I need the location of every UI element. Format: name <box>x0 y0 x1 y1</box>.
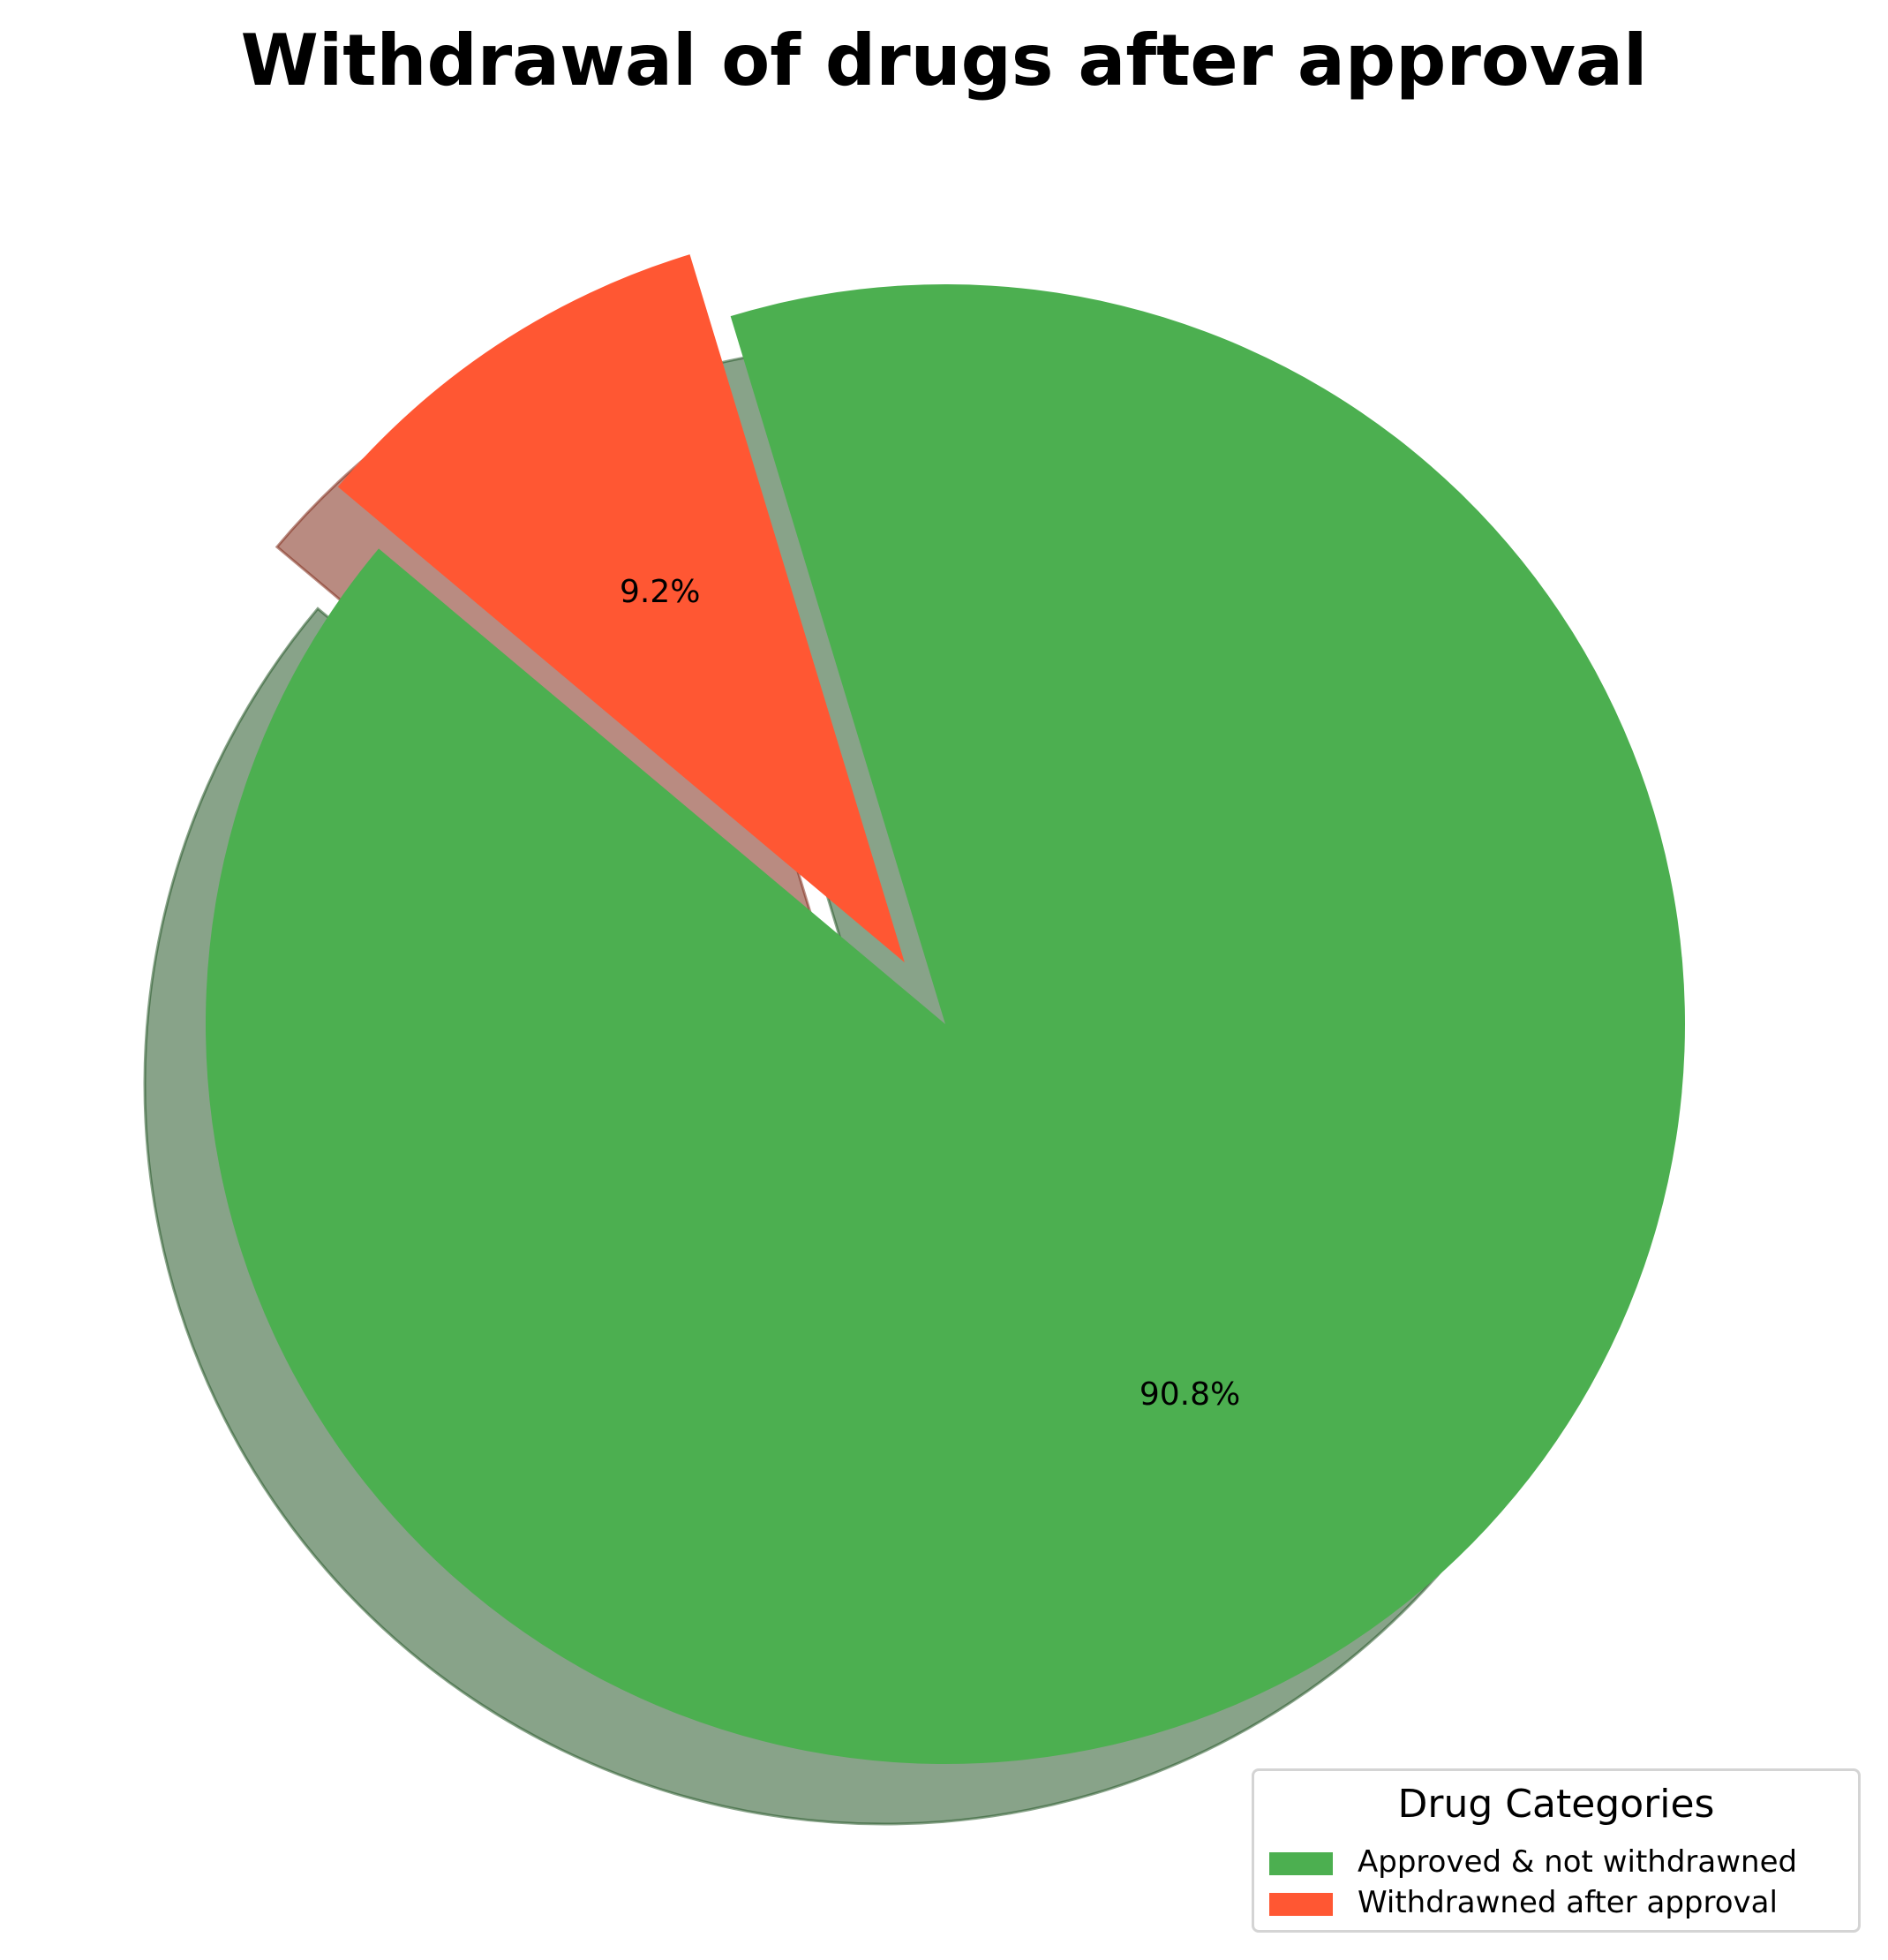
legend-item-withdrawn: Withdrawned after approval <box>1269 1885 1852 1920</box>
legend-swatch-withdrawn <box>1269 1893 1333 1916</box>
legend-swatch-approved <box>1269 1852 1333 1875</box>
pie-label-approved: 90.8% <box>1140 1376 1240 1413</box>
pie-slices <box>206 254 1685 1764</box>
legend-title: Drug Categories <box>1254 1782 1858 1827</box>
legend-item-approved: Approved & not withdrawned <box>1269 1844 1852 1880</box>
legend: Drug Categories Approved & not withdrawn… <box>1252 1768 1861 1933</box>
legend-label-approved: Approved & not withdrawned <box>1358 1844 1797 1880</box>
legend-label-withdrawn: Withdrawned after approval <box>1358 1885 1778 1920</box>
pie-label-withdrawn: 9.2% <box>620 574 700 610</box>
